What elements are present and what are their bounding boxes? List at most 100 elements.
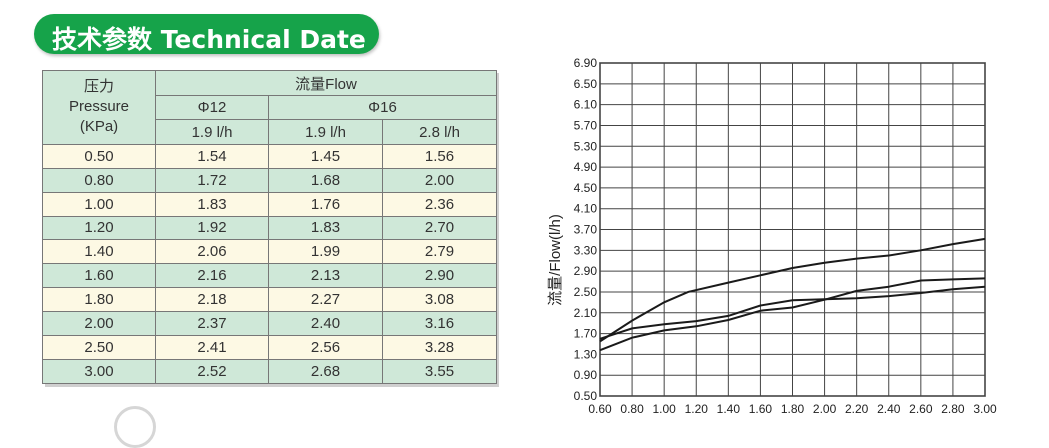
spec-table: 压力 Pressure (KPa) 流量Flow Φ12 Φ16 1.9 l/h… — [42, 69, 497, 384]
flow-cell: 1.83 — [155, 191, 269, 217]
page-title: 技术参数 Technical Date — [52, 25, 366, 54]
flow-cell: 2.79 — [382, 239, 497, 265]
table-row: 1.80 2.18 2.27 3.08 — [42, 287, 497, 313]
series-line-2 — [599, 285, 986, 340]
y-tick-label: 5.70 — [574, 118, 598, 132]
pressure-cell: 1.60 — [42, 263, 156, 289]
flow-cell: 2.41 — [155, 335, 269, 361]
pressure-header-unit: (KPa) — [79, 118, 119, 136]
sub-header-3: 2.8 l/h — [382, 119, 497, 145]
series-line-1 — [599, 237, 986, 343]
flow-cell: 3.08 — [382, 287, 497, 313]
flow-cell: 1.45 — [268, 143, 383, 169]
x-tick-label: 2.20 — [845, 402, 869, 416]
table-row: 2.50 2.41 2.56 3.28 — [42, 335, 497, 361]
flow-cell: 1.68 — [268, 167, 383, 193]
pressure-cell: 2.00 — [42, 311, 156, 337]
spec-table-container: 压力 Pressure (KPa) 流量Flow Φ12 Φ16 1.9 l/h… — [42, 69, 497, 384]
y-tick-label: 1.30 — [574, 347, 598, 361]
x-tick-label: 0.60 — [588, 402, 612, 416]
y-tick-label: 5.30 — [574, 139, 598, 153]
pressure-header-en: Pressure — [68, 98, 130, 116]
flow-cell: 2.27 — [268, 287, 383, 313]
pressure-header-cn: 压力 — [83, 78, 114, 96]
table-row: 3.00 2.52 2.68 3.55 — [42, 359, 497, 384]
table-row: 1.20 1.92 1.83 2.70 — [42, 215, 497, 241]
table-row: 2.00 2.37 2.40 3.16 — [42, 311, 497, 337]
flow-cell: 2.52 — [155, 359, 269, 384]
x-tick-label: 0.80 — [620, 402, 644, 416]
flow-header: 流量Flow — [155, 69, 497, 97]
phi16-header: Φ16 — [268, 95, 497, 121]
x-tick-label: 1.40 — [717, 402, 741, 416]
x-tick-label: 1.80 — [781, 402, 805, 416]
pressure-cell: 2.50 — [42, 335, 156, 361]
table-body: 0.50 1.54 1.45 1.56 0.80 1.72 1.68 2.00 1.00 1.83… — [42, 143, 497, 384]
flow-cell: 2.70 — [382, 215, 497, 241]
x-tick-label: 1.00 — [652, 402, 676, 416]
y-tick-label: 4.90 — [574, 160, 598, 174]
flow-cell: 3.16 — [382, 311, 497, 337]
x-tick-label: 2.80 — [941, 402, 965, 416]
y-tick-label: 2.90 — [574, 264, 598, 278]
flow-cell: 2.40 — [268, 311, 383, 337]
pressure-header: 压力 Pressure (KPa) — [42, 70, 156, 145]
pressure-cell: 1.00 — [42, 191, 156, 217]
table-row: 1.40 2.06 1.99 2.79 — [42, 239, 497, 265]
x-tick-label: 2.40 — [877, 402, 901, 416]
pressure-cell: 1.80 — [42, 287, 156, 313]
flow-cell: 2.13 — [268, 263, 383, 289]
x-tick-label: 3.00 — [973, 402, 997, 416]
pressure-cell: 1.40 — [42, 239, 156, 265]
sub-header-2: 1.9 l/h — [268, 119, 383, 145]
table-row: 1.60 2.16 2.13 2.90 — [42, 263, 497, 289]
pressure-cell: 0.80 — [42, 167, 156, 193]
watermark-logo — [114, 406, 156, 448]
flow-cell: 2.00 — [382, 167, 497, 193]
flow-cell: 1.99 — [268, 239, 383, 265]
y-tick-label: 0.90 — [574, 368, 598, 382]
series-line-3 — [599, 277, 986, 352]
chart-ticks: 0.60 0.80 1.00 1.20 1.40 1.60 1.80 2.00 2.20 2.40… — [574, 56, 997, 416]
phi12-header: Φ12 — [155, 95, 269, 121]
y-tick-label: 4.50 — [574, 181, 598, 195]
flow-cell: 1.56 — [382, 143, 497, 169]
y-tick-label: 3.70 — [574, 223, 598, 237]
pressure-cell: 0.50 — [42, 143, 156, 169]
table-row: 1.00 1.83 1.76 2.36 — [42, 191, 497, 217]
chart-series — [599, 237, 986, 352]
y-tick-label: 2.50 — [574, 285, 598, 299]
sub-header-1: 1.9 l/h — [155, 119, 269, 145]
flow-cell: 1.76 — [268, 191, 383, 217]
flow-cell: 2.56 — [268, 335, 383, 361]
y-tick-label: 4.10 — [574, 202, 598, 216]
flow-cell: 1.83 — [268, 215, 383, 241]
title-banner: 技术参数 Technical Date — [34, 14, 379, 54]
pressure-cell: 1.20 — [42, 215, 156, 241]
table-row: 0.50 1.54 1.45 1.56 — [42, 143, 497, 169]
x-tick-label: 1.20 — [685, 402, 709, 416]
flow-cell: 3.28 — [382, 335, 497, 361]
chart-y-label: 流量/Flow(l/h) — [547, 214, 564, 306]
flow-cell: 2.18 — [155, 287, 269, 313]
flow-cell: 2.37 — [155, 311, 269, 337]
x-tick-label: 2.00 — [813, 402, 837, 416]
y-tick-label: 6.90 — [574, 56, 598, 70]
pressure-cell: 3.00 — [42, 359, 156, 384]
flow-cell: 2.36 — [382, 191, 497, 217]
flow-cell: 2.16 — [155, 263, 269, 289]
y-tick-label: 6.50 — [574, 77, 598, 91]
y-tick-label: 1.70 — [574, 327, 598, 341]
y-tick-label: 3.30 — [574, 243, 598, 257]
x-tick-label: 1.60 — [749, 402, 773, 416]
y-tick-label: 0.50 — [574, 389, 598, 403]
x-tick-label: 2.60 — [909, 402, 933, 416]
table-row: 0.80 1.72 1.68 2.00 — [42, 167, 497, 193]
chart-grid — [599, 62, 986, 397]
flow-cell: 2.90 — [382, 263, 497, 289]
flow-chart: 0.60 0.80 1.00 1.20 1.40 1.60 1.80 2.00 2.20 2.40… — [547, 56, 997, 416]
flow-cell: 2.06 — [155, 239, 269, 265]
flow-cell: 2.68 — [268, 359, 383, 384]
flow-cell: 1.54 — [155, 143, 269, 169]
flow-cell: 3.55 — [382, 359, 497, 384]
